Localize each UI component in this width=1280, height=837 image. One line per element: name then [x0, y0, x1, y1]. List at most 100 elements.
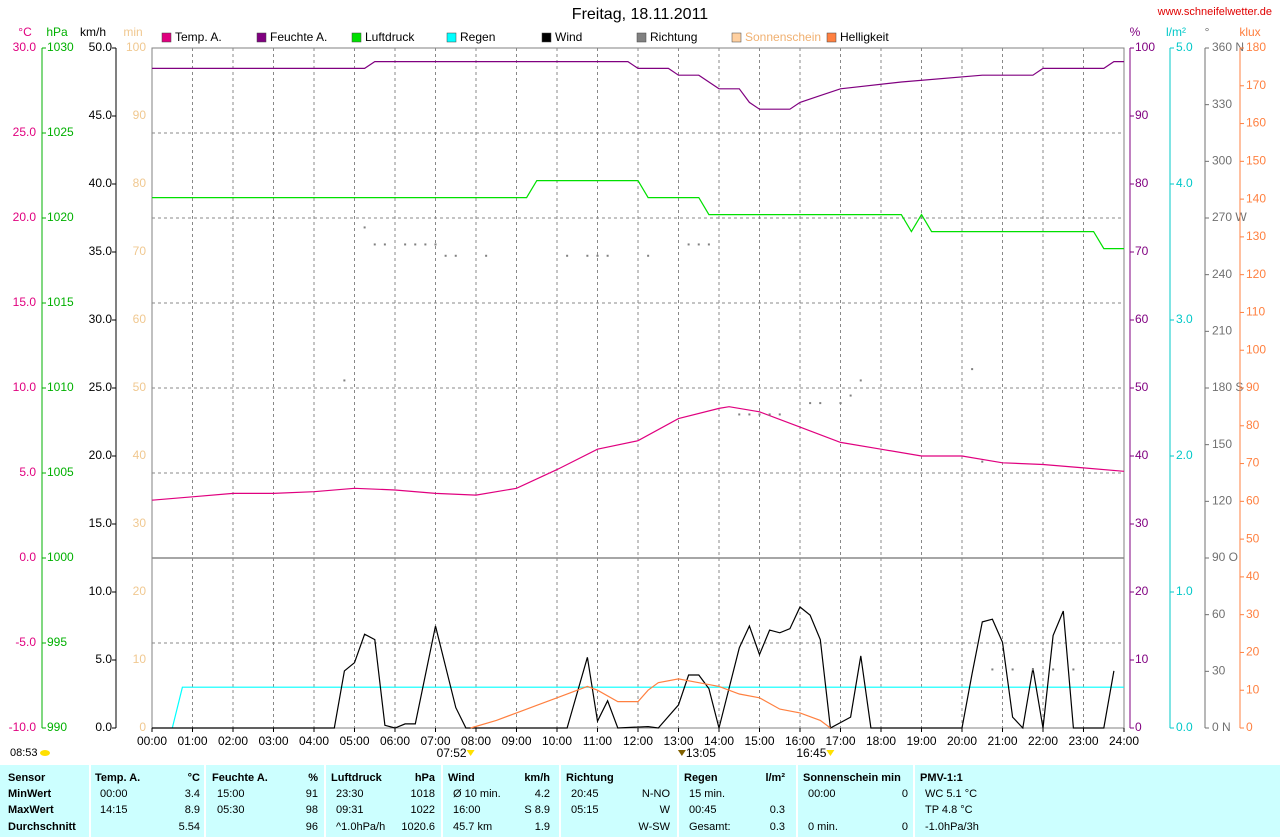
- y-tick-label: 30: [1135, 516, 1149, 530]
- y-tick-label: 150: [1212, 437, 1232, 451]
- y-tick-label: 20.0: [89, 448, 113, 462]
- legend-swatch: [446, 32, 457, 43]
- series-line: [470, 678, 831, 729]
- y-tick-label: 1010: [47, 380, 74, 394]
- x-tick-label: 00:00: [137, 734, 167, 748]
- x-tick-label: 20:00: [947, 734, 977, 748]
- y-tick-label: 30.0: [89, 312, 113, 326]
- y-tick-label: 120: [1246, 267, 1266, 281]
- y-tick-label: 50: [133, 380, 147, 394]
- x-tick-label: 14:00: [704, 734, 734, 748]
- cell-label: 15 min.: [689, 788, 725, 800]
- legend-label: Temp. A.: [175, 30, 222, 44]
- x-tick-label: 05:00: [339, 734, 369, 748]
- x-tick-label: 08:00: [461, 734, 491, 748]
- y-tick-label: 50: [1135, 380, 1149, 394]
- y-tick-label: 35.0: [89, 244, 113, 258]
- cell-value: 1020.6: [401, 821, 435, 833]
- cell-label: WC 5.1 °C: [925, 788, 977, 800]
- y-tick-label: 15.0: [89, 516, 113, 530]
- legend-swatch: [351, 32, 362, 43]
- cell-value: W-SW: [638, 821, 670, 833]
- direction-dot: [707, 243, 710, 246]
- direction-dot: [606, 254, 609, 257]
- y-tick-label: 0.0: [95, 720, 112, 734]
- direction-dot: [404, 243, 407, 246]
- weather-icon: [40, 750, 50, 756]
- cell-label: 14:15: [100, 804, 128, 816]
- y-tick-label: 30: [133, 516, 147, 530]
- y-tick-label: 0: [1246, 720, 1253, 734]
- legend-swatch: [256, 32, 267, 43]
- y-tick-label: 5.0: [19, 465, 36, 479]
- y-tick-label: 150: [1246, 154, 1266, 168]
- y-tick-label: 50.0: [89, 40, 113, 54]
- y-tick-label: 10: [133, 652, 147, 666]
- column-title: Sonnenschein min: [803, 772, 901, 784]
- y-tick-label: 60: [1246, 494, 1260, 508]
- cell-label: Gesamt:: [689, 821, 731, 833]
- x-tick-label: 16:00: [785, 734, 815, 748]
- column-title: Regen: [684, 772, 718, 784]
- y-tick-label: 40: [1246, 569, 1260, 583]
- cell-label: 23:30: [336, 788, 364, 800]
- series-line: [152, 606, 1115, 730]
- x-tick-label: 13:00: [663, 734, 693, 748]
- direction-dot: [778, 413, 781, 416]
- y-tick-label: 360 N: [1212, 40, 1244, 54]
- direction-dot: [809, 402, 812, 405]
- legend-swatch: [541, 32, 552, 43]
- y-tick-label: 90: [1135, 108, 1149, 122]
- cell-label: 20:45: [571, 788, 599, 800]
- direction-dot: [687, 243, 690, 246]
- direction-dot: [839, 402, 842, 405]
- summary-table: [0, 765, 1280, 837]
- y-tick-label: 110: [1246, 305, 1265, 319]
- cell-value: 96: [306, 821, 318, 833]
- axis-title: km/h: [80, 25, 106, 39]
- legend-swatch: [826, 32, 837, 43]
- y-tick-label: 5.0: [1176, 40, 1193, 54]
- y-tick-label: 100: [1246, 342, 1266, 356]
- axis-title: min: [123, 25, 142, 39]
- legend-swatch: [731, 32, 742, 43]
- current-time: 08:53: [10, 747, 38, 759]
- x-tick-label: 17:00: [825, 734, 855, 748]
- legend-swatch: [161, 32, 172, 43]
- cell-label: 00:00: [808, 788, 836, 800]
- y-tick-label: 90: [1246, 380, 1260, 394]
- direction-dot: [981, 460, 984, 463]
- y-tick-label: 1020: [47, 210, 74, 224]
- direction-dot: [586, 254, 589, 257]
- direction-dot: [768, 413, 771, 416]
- y-tick-label: 10.0: [13, 380, 37, 394]
- y-tick-label: 0: [139, 720, 146, 734]
- legend-label: Luftdruck: [365, 30, 415, 44]
- y-tick-label: 60: [1212, 607, 1226, 621]
- cell-value: 4.2: [535, 788, 550, 800]
- x-tick-label: 10:00: [542, 734, 572, 748]
- x-tick-label: 04:00: [299, 734, 329, 748]
- y-tick-label: 80: [133, 176, 147, 190]
- y-tick-label: 4.0: [1176, 176, 1193, 190]
- cell-label: 15:00: [217, 788, 245, 800]
- column-title: Feuchte A.: [212, 772, 268, 784]
- x-tick-label: 18:00: [866, 734, 896, 748]
- y-tick-label: 45.0: [89, 108, 113, 122]
- sun-time: 13:05: [686, 746, 716, 760]
- y-tick-label: 25.0: [13, 125, 37, 139]
- direction-dot: [454, 254, 457, 257]
- legend-label: Richtung: [650, 30, 697, 44]
- cell-value: 3.4: [185, 788, 200, 800]
- y-tick-label: 20: [133, 584, 147, 598]
- column-unit: km/h: [524, 772, 550, 784]
- cell-label: 09:31: [336, 804, 364, 816]
- y-tick-label: 0 N: [1212, 720, 1231, 734]
- page-title: Freitag, 18.11.2011: [572, 6, 708, 23]
- direction-dot: [738, 413, 741, 416]
- y-tick-label: 80: [1246, 418, 1260, 432]
- x-tick-label: 22:00: [1028, 734, 1058, 748]
- column-title: Wind: [448, 772, 475, 784]
- y-tick-label: 10: [1246, 682, 1260, 696]
- direction-dot: [414, 243, 417, 246]
